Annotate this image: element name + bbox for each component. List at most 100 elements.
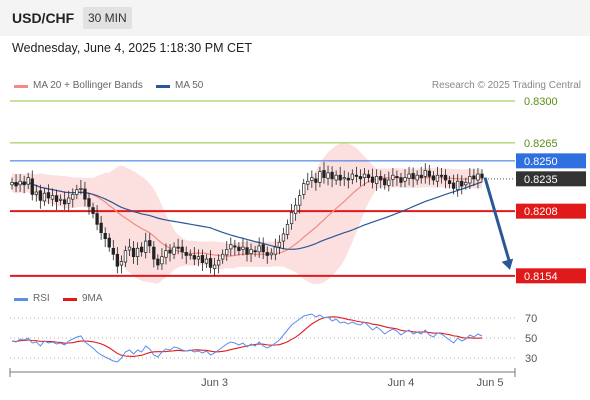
- legend-9ma: 9MA: [63, 293, 103, 304]
- candle-body: [456, 180, 460, 190]
- candle-body: [269, 252, 273, 256]
- candle-body: [87, 198, 91, 207]
- level-label-box: [516, 153, 586, 169]
- candle-body: [233, 245, 237, 248]
- candle-body: [285, 223, 290, 235]
- level-label-text: 0.8265: [524, 138, 558, 150]
- candle-body: [302, 183, 306, 195]
- candle-body: [50, 195, 55, 200]
- ma20-swatch: [14, 85, 28, 88]
- candle-body: [184, 252, 188, 256]
- candle-body: [480, 173, 484, 178]
- candle-body: [265, 252, 269, 256]
- candle-body: [346, 177, 350, 181]
- x-tick-label: Jun 4: [388, 377, 415, 389]
- candle-body: [370, 176, 375, 183]
- candle-body: [387, 179, 391, 186]
- legend-ma50-label: MA 50: [175, 80, 204, 91]
- candle-body: [14, 182, 18, 187]
- candle-body: [91, 207, 95, 214]
- level-label-box: [516, 203, 586, 219]
- legend-ma50: MA 50: [156, 80, 203, 91]
- candle-body: [107, 237, 111, 248]
- candle-body: [419, 174, 423, 178]
- candle-body: [415, 174, 419, 181]
- candle-body: [289, 212, 294, 225]
- candle-body: [293, 204, 298, 214]
- candle-body: [135, 247, 140, 258]
- candle-body: [111, 247, 115, 255]
- level-label-text: 0.8208: [524, 206, 558, 218]
- x-tick-label: Jun 5: [477, 377, 504, 389]
- timeframe-badge[interactable]: 30 MIN: [83, 7, 132, 29]
- candle-body: [399, 177, 403, 183]
- chart-header: USD/CHF 30 MIN: [0, 0, 590, 36]
- candle-body: [407, 173, 411, 179]
- candle-body: [354, 174, 359, 177]
- candle-body: [277, 241, 282, 248]
- candle-body: [208, 258, 213, 268]
- candle-body: [229, 244, 233, 250]
- legend-rsi-label: RSI: [33, 293, 50, 304]
- candle-body: [225, 249, 229, 256]
- candle-body: [249, 249, 253, 255]
- candle-body: [22, 181, 26, 186]
- candle-body: [447, 180, 452, 184]
- level-label-box: [516, 268, 586, 284]
- candle-body: [451, 182, 456, 189]
- candle-body: [127, 246, 132, 251]
- rsi-line: [11, 313, 483, 363]
- candle-body: [152, 246, 156, 260]
- forecast-arrow-head: [501, 258, 514, 270]
- rsi-swatch: [14, 298, 28, 301]
- candle-body: [435, 174, 440, 182]
- candle-body: [306, 180, 310, 185]
- rsi-level-label: 70: [525, 313, 537, 325]
- candle-body: [464, 182, 468, 186]
- candle-body: [212, 264, 217, 269]
- level-label-text: 0.8235: [524, 174, 558, 186]
- candle-body: [131, 247, 136, 258]
- candle-body: [176, 246, 180, 249]
- candle-body: [180, 246, 184, 253]
- candle-body: [326, 172, 330, 179]
- candle-body: [403, 177, 407, 182]
- legend-rsi: RSI: [14, 293, 50, 304]
- candle-body: [42, 192, 47, 202]
- candle-body: [188, 253, 192, 256]
- candle-body: [411, 173, 415, 180]
- candle-body: [10, 182, 14, 186]
- forecast-arrow-line: [483, 177, 512, 265]
- rsi-level-label: 30: [525, 353, 537, 365]
- candle-body: [322, 170, 326, 178]
- x-tick-label: Jun 3: [201, 377, 228, 389]
- candle-body: [391, 174, 395, 180]
- candle-body: [314, 178, 318, 183]
- candle-body: [30, 178, 34, 195]
- candle-body: [119, 261, 124, 266]
- candle-body: [26, 177, 30, 185]
- candle-body: [18, 180, 22, 186]
- candle-body: [172, 246, 176, 255]
- candle-body: [423, 170, 427, 177]
- candle-body: [58, 198, 63, 201]
- rsi-level-label: 50: [525, 333, 537, 345]
- candle-body: [431, 175, 436, 181]
- candle-body: [83, 188, 87, 200]
- candle-body: [338, 174, 342, 181]
- candle-body: [427, 170, 431, 177]
- legend-ma20: MA 20 + Bollinger Bands: [14, 80, 143, 91]
- candle-body: [298, 195, 302, 206]
- candle-body: [383, 178, 387, 186]
- candle-body: [160, 256, 164, 265]
- candle-body: [334, 174, 338, 181]
- candle-body: [460, 180, 464, 187]
- candle-body: [362, 173, 367, 178]
- candle-body: [366, 174, 371, 178]
- candle-body: [261, 244, 265, 253]
- candle-body: [273, 246, 278, 255]
- timestamp: Wednesday, June 4, 2025 1:18:30 PM CET: [12, 41, 252, 55]
- candle-body: [123, 250, 128, 263]
- candle-body: [318, 171, 322, 183]
